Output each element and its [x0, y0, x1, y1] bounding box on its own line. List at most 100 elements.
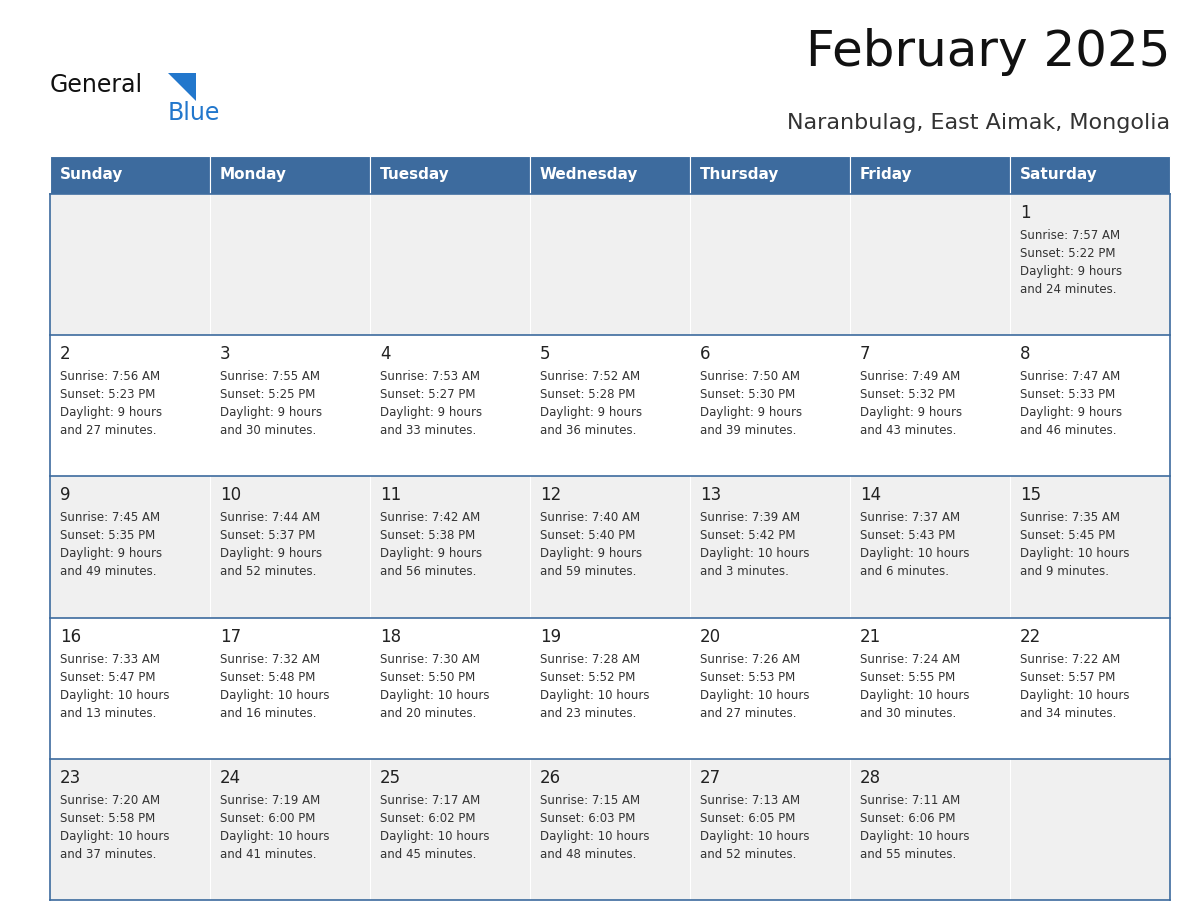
Text: Sunrise: 7:56 AM
Sunset: 5:23 PM
Daylight: 9 hours
and 27 minutes.: Sunrise: 7:56 AM Sunset: 5:23 PM Dayligh…: [61, 370, 162, 437]
Text: Monday: Monday: [220, 167, 287, 183]
Text: 20: 20: [700, 628, 721, 645]
Text: 3: 3: [220, 345, 230, 364]
Bar: [849, 618, 1010, 759]
Text: 1: 1: [1020, 204, 1031, 222]
Bar: [849, 156, 1010, 194]
Bar: [530, 335, 690, 476]
Text: Sunrise: 7:45 AM
Sunset: 5:35 PM
Daylight: 9 hours
and 49 minutes.: Sunrise: 7:45 AM Sunset: 5:35 PM Dayligh…: [61, 511, 162, 578]
Bar: [1010, 476, 1170, 618]
Bar: [210, 194, 369, 335]
Text: 15: 15: [1020, 487, 1041, 504]
Text: Saturday: Saturday: [1020, 167, 1098, 183]
Text: 7: 7: [860, 345, 871, 364]
Text: 12: 12: [541, 487, 561, 504]
Text: 27: 27: [700, 768, 721, 787]
Text: 13: 13: [700, 487, 721, 504]
Text: Sunrise: 7:55 AM
Sunset: 5:25 PM
Daylight: 9 hours
and 30 minutes.: Sunrise: 7:55 AM Sunset: 5:25 PM Dayligh…: [220, 370, 322, 437]
Text: Sunrise: 7:24 AM
Sunset: 5:55 PM
Daylight: 10 hours
and 30 minutes.: Sunrise: 7:24 AM Sunset: 5:55 PM Dayligh…: [860, 653, 969, 720]
Text: Sunrise: 7:42 AM
Sunset: 5:38 PM
Daylight: 9 hours
and 56 minutes.: Sunrise: 7:42 AM Sunset: 5:38 PM Dayligh…: [380, 511, 482, 578]
Text: 21: 21: [860, 628, 881, 645]
Text: Sunrise: 7:26 AM
Sunset: 5:53 PM
Daylight: 10 hours
and 27 minutes.: Sunrise: 7:26 AM Sunset: 5:53 PM Dayligh…: [700, 653, 809, 720]
Bar: [50, 335, 210, 476]
Text: 4: 4: [380, 345, 391, 364]
Bar: [210, 156, 369, 194]
Bar: [50, 156, 210, 194]
Text: Sunrise: 7:53 AM
Sunset: 5:27 PM
Daylight: 9 hours
and 33 minutes.: Sunrise: 7:53 AM Sunset: 5:27 PM Dayligh…: [380, 370, 482, 437]
Bar: [849, 476, 1010, 618]
Bar: [530, 476, 690, 618]
Bar: [530, 759, 690, 900]
Text: 10: 10: [220, 487, 241, 504]
Bar: [210, 476, 369, 618]
Text: 22: 22: [1020, 628, 1041, 645]
Text: Sunrise: 7:39 AM
Sunset: 5:42 PM
Daylight: 10 hours
and 3 minutes.: Sunrise: 7:39 AM Sunset: 5:42 PM Dayligh…: [700, 511, 809, 578]
Text: Sunrise: 7:50 AM
Sunset: 5:30 PM
Daylight: 9 hours
and 39 minutes.: Sunrise: 7:50 AM Sunset: 5:30 PM Dayligh…: [700, 370, 802, 437]
Text: Tuesday: Tuesday: [380, 167, 450, 183]
Text: Sunrise: 7:40 AM
Sunset: 5:40 PM
Daylight: 9 hours
and 59 minutes.: Sunrise: 7:40 AM Sunset: 5:40 PM Dayligh…: [541, 511, 643, 578]
Bar: [369, 759, 530, 900]
Text: Sunrise: 7:15 AM
Sunset: 6:03 PM
Daylight: 10 hours
and 48 minutes.: Sunrise: 7:15 AM Sunset: 6:03 PM Dayligh…: [541, 794, 650, 861]
Bar: [690, 194, 849, 335]
Text: Sunrise: 7:47 AM
Sunset: 5:33 PM
Daylight: 9 hours
and 46 minutes.: Sunrise: 7:47 AM Sunset: 5:33 PM Dayligh…: [1020, 370, 1123, 437]
Bar: [690, 618, 849, 759]
Text: 6: 6: [700, 345, 710, 364]
Text: Thursday: Thursday: [700, 167, 779, 183]
Text: Sunrise: 7:33 AM
Sunset: 5:47 PM
Daylight: 10 hours
and 13 minutes.: Sunrise: 7:33 AM Sunset: 5:47 PM Dayligh…: [61, 653, 170, 720]
Text: Sunrise: 7:28 AM
Sunset: 5:52 PM
Daylight: 10 hours
and 23 minutes.: Sunrise: 7:28 AM Sunset: 5:52 PM Dayligh…: [541, 653, 650, 720]
Bar: [210, 618, 369, 759]
Bar: [369, 476, 530, 618]
Text: 8: 8: [1020, 345, 1030, 364]
Bar: [1010, 618, 1170, 759]
Text: Friday: Friday: [860, 167, 912, 183]
Text: 18: 18: [380, 628, 402, 645]
Bar: [369, 156, 530, 194]
Text: 2: 2: [61, 345, 70, 364]
Text: Sunrise: 7:44 AM
Sunset: 5:37 PM
Daylight: 9 hours
and 52 minutes.: Sunrise: 7:44 AM Sunset: 5:37 PM Dayligh…: [220, 511, 322, 578]
Bar: [369, 335, 530, 476]
Text: 14: 14: [860, 487, 881, 504]
Text: Sunrise: 7:57 AM
Sunset: 5:22 PM
Daylight: 9 hours
and 24 minutes.: Sunrise: 7:57 AM Sunset: 5:22 PM Dayligh…: [1020, 229, 1123, 296]
Text: Sunrise: 7:19 AM
Sunset: 6:00 PM
Daylight: 10 hours
and 41 minutes.: Sunrise: 7:19 AM Sunset: 6:00 PM Dayligh…: [220, 794, 329, 861]
Bar: [849, 194, 1010, 335]
Text: 24: 24: [220, 768, 241, 787]
Bar: [690, 156, 849, 194]
Text: Sunrise: 7:11 AM
Sunset: 6:06 PM
Daylight: 10 hours
and 55 minutes.: Sunrise: 7:11 AM Sunset: 6:06 PM Dayligh…: [860, 794, 969, 861]
Text: February 2025: February 2025: [805, 28, 1170, 76]
Text: Wednesday: Wednesday: [541, 167, 638, 183]
Text: Sunrise: 7:37 AM
Sunset: 5:43 PM
Daylight: 10 hours
and 6 minutes.: Sunrise: 7:37 AM Sunset: 5:43 PM Dayligh…: [860, 511, 969, 578]
Text: Sunday: Sunday: [61, 167, 124, 183]
Text: Sunrise: 7:13 AM
Sunset: 6:05 PM
Daylight: 10 hours
and 52 minutes.: Sunrise: 7:13 AM Sunset: 6:05 PM Dayligh…: [700, 794, 809, 861]
Bar: [530, 194, 690, 335]
Polygon shape: [168, 73, 196, 101]
Bar: [690, 759, 849, 900]
Text: 26: 26: [541, 768, 561, 787]
Text: Sunrise: 7:32 AM
Sunset: 5:48 PM
Daylight: 10 hours
and 16 minutes.: Sunrise: 7:32 AM Sunset: 5:48 PM Dayligh…: [220, 653, 329, 720]
Text: 17: 17: [220, 628, 241, 645]
Bar: [369, 618, 530, 759]
Bar: [849, 335, 1010, 476]
Text: Sunrise: 7:52 AM
Sunset: 5:28 PM
Daylight: 9 hours
and 36 minutes.: Sunrise: 7:52 AM Sunset: 5:28 PM Dayligh…: [541, 370, 643, 437]
Bar: [849, 759, 1010, 900]
Bar: [50, 759, 210, 900]
Bar: [690, 476, 849, 618]
Bar: [1010, 335, 1170, 476]
Bar: [369, 194, 530, 335]
Text: Sunrise: 7:35 AM
Sunset: 5:45 PM
Daylight: 10 hours
and 9 minutes.: Sunrise: 7:35 AM Sunset: 5:45 PM Dayligh…: [1020, 511, 1130, 578]
Bar: [1010, 156, 1170, 194]
Text: Sunrise: 7:30 AM
Sunset: 5:50 PM
Daylight: 10 hours
and 20 minutes.: Sunrise: 7:30 AM Sunset: 5:50 PM Dayligh…: [380, 653, 489, 720]
Text: Sunrise: 7:22 AM
Sunset: 5:57 PM
Daylight: 10 hours
and 34 minutes.: Sunrise: 7:22 AM Sunset: 5:57 PM Dayligh…: [1020, 653, 1130, 720]
Bar: [210, 759, 369, 900]
Text: Naranbulag, East Aimak, Mongolia: Naranbulag, East Aimak, Mongolia: [786, 113, 1170, 133]
Text: Sunrise: 7:20 AM
Sunset: 5:58 PM
Daylight: 10 hours
and 37 minutes.: Sunrise: 7:20 AM Sunset: 5:58 PM Dayligh…: [61, 794, 170, 861]
Bar: [50, 194, 210, 335]
Text: 25: 25: [380, 768, 402, 787]
Text: 19: 19: [541, 628, 561, 645]
Bar: [530, 156, 690, 194]
Bar: [50, 618, 210, 759]
Bar: [1010, 759, 1170, 900]
Text: Sunrise: 7:17 AM
Sunset: 6:02 PM
Daylight: 10 hours
and 45 minutes.: Sunrise: 7:17 AM Sunset: 6:02 PM Dayligh…: [380, 794, 489, 861]
Text: Sunrise: 7:49 AM
Sunset: 5:32 PM
Daylight: 9 hours
and 43 minutes.: Sunrise: 7:49 AM Sunset: 5:32 PM Dayligh…: [860, 370, 962, 437]
Text: General: General: [50, 73, 143, 97]
Text: 28: 28: [860, 768, 881, 787]
Text: 23: 23: [61, 768, 81, 787]
